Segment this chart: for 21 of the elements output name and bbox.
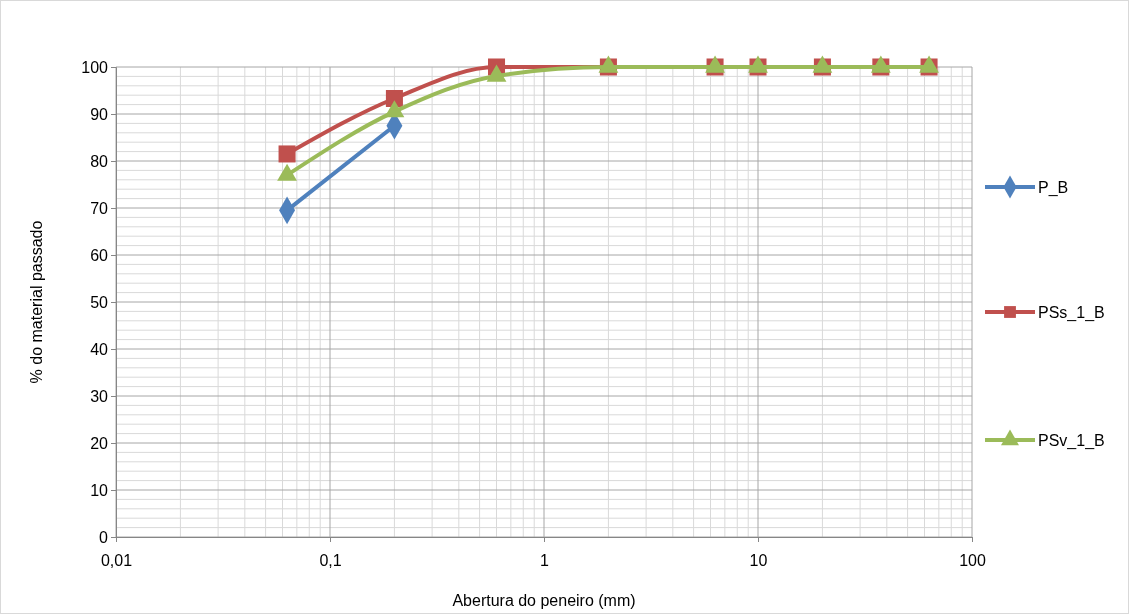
x-tick-label: 100 — [959, 551, 986, 569]
y-tick-label: 30 — [90, 387, 109, 405]
x-tick-label: 0,01 — [100, 551, 133, 569]
y-tick-label: 80 — [90, 152, 109, 170]
legend-label: PSv_1_B — [1038, 432, 1105, 450]
x-tick-label: 10 — [749, 551, 768, 569]
legend-label: PSs_1_B — [1038, 304, 1105, 322]
y-tick-label: 50 — [90, 293, 109, 311]
y-tick-label: 0 — [99, 528, 109, 546]
x-tick-label: 0,1 — [319, 551, 342, 569]
x-axis-title: Abertura do peneiro (mm) — [452, 592, 636, 609]
y-tick-label: 90 — [90, 105, 109, 123]
x-tick-label: 1 — [540, 551, 550, 569]
y-tick-label: 40 — [90, 340, 109, 358]
y-tick-label: 10 — [90, 481, 109, 499]
y-axis-title: % do material passado — [28, 220, 45, 384]
legend-label: P_B — [1038, 179, 1069, 197]
y-tick-label: 70 — [90, 199, 109, 217]
y-tick-label: 60 — [90, 246, 109, 264]
y-tick-label: 100 — [81, 58, 109, 76]
y-tick-label: 20 — [90, 434, 109, 452]
